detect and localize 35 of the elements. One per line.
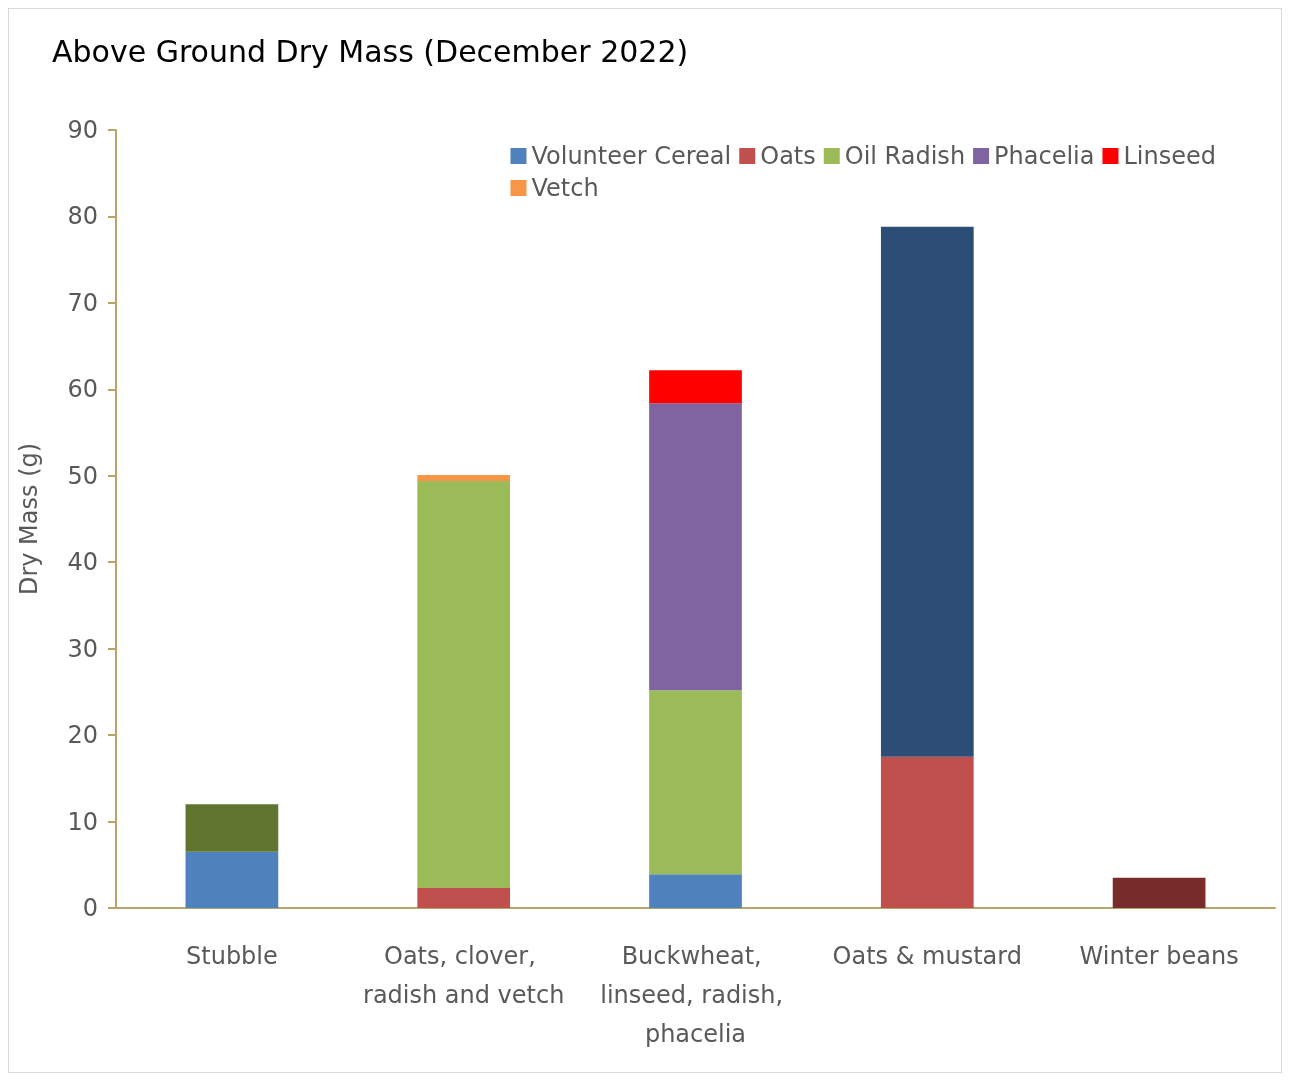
x-tick-label: Oats, clover, radish and vetch — [363, 941, 565, 1009]
bar — [649, 370, 742, 404]
y-tick-label: 60 — [67, 375, 98, 404]
y-tick-label: 70 — [67, 288, 98, 317]
x-tick-label: Winter beans — [1079, 941, 1239, 970]
bar — [649, 690, 742, 875]
legend-label: Phacelia — [994, 142, 1095, 170]
x-tick-label: Stubble — [186, 941, 278, 970]
legend-label: Linseed — [1123, 142, 1217, 170]
bar — [649, 403, 742, 691]
bar — [185, 851, 279, 908]
legend-label: Volunteer Cereal — [531, 142, 732, 170]
x-tick-label: Oats & mustard — [832, 941, 1022, 970]
bar — [880, 226, 974, 757]
bar — [880, 756, 974, 908]
bar — [417, 480, 511, 889]
y-tick-label: 10 — [67, 807, 98, 836]
chart-title: Above Ground Dry Mass (December 2022) — [52, 33, 689, 69]
bar — [649, 874, 742, 908]
bar — [185, 804, 279, 852]
x-tick-label: Buckwheat, linseed, radish, phacelia — [600, 941, 791, 1048]
legend-label: Oats — [760, 142, 816, 170]
bar — [417, 474, 511, 481]
y-tick-label: 80 — [67, 202, 98, 231]
y-tick-label: 0 — [82, 894, 98, 922]
legend-label: Oil Radish — [844, 142, 966, 170]
bar — [417, 888, 511, 908]
y-tick-label: 50 — [67, 461, 98, 490]
y-tick-label: 20 — [67, 721, 98, 750]
y-tick-label: 40 — [67, 548, 98, 577]
legend-label: Vetch — [531, 174, 599, 202]
y-tick-label: 30 — [67, 634, 98, 663]
bar — [1112, 877, 1206, 908]
y-axis-title: Dry Mass (g) — [15, 442, 43, 596]
y-tick-label: 90 — [67, 116, 98, 144]
